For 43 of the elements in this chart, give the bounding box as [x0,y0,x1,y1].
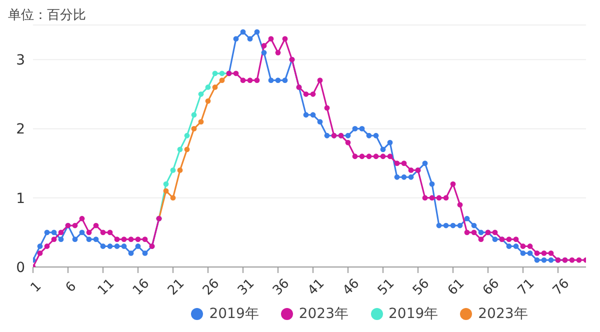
point [177,146,183,152]
x-tick-label: 16 [130,276,153,299]
y-tick-label: 1 [16,190,25,207]
point [212,70,218,76]
point [163,188,169,194]
point [170,168,176,173]
x-tick-label: 46 [340,276,363,299]
point [219,70,225,76]
point [212,84,218,90]
x-tick-label: 41 [305,276,328,299]
point [184,146,190,152]
point [163,181,169,187]
x-tick-label: 56 [410,276,433,299]
x-tick-label: 6 [63,279,80,296]
legend-label: 2023年 [478,305,528,323]
x-tick-label: 61 [445,276,468,299]
x-tick-label: 11 [95,276,118,299]
y-tick-label: 2 [16,122,25,138]
y-tick-label: 0 [16,260,25,276]
x-tick-label: 26 [200,276,223,299]
x-tick-label: 51 [375,276,398,299]
x-tick-label: 31 [235,276,258,299]
x-tick-label: 71 [515,276,538,299]
y-axis-title: 单位：百分比 [8,7,86,24]
y-tick-label: 3 [16,52,25,69]
x-tick-label: 1 [28,279,45,296]
point [191,112,197,118]
x-tick-label: 36 [270,276,293,299]
point [177,168,183,173]
x-tick-label: 76 [550,276,573,299]
legend-label: 2019年 [388,305,438,323]
point [219,78,225,84]
point [170,195,176,201]
legend-label: 2019年 [209,305,259,323]
point [205,98,211,104]
x-tick-label: 21 [165,276,188,299]
point [205,84,211,90]
point [198,91,204,97]
point [191,126,197,132]
point [198,119,204,124]
x-tick-label: 66 [480,276,503,299]
legend-label: 2023年 [298,305,348,323]
point [184,132,190,138]
